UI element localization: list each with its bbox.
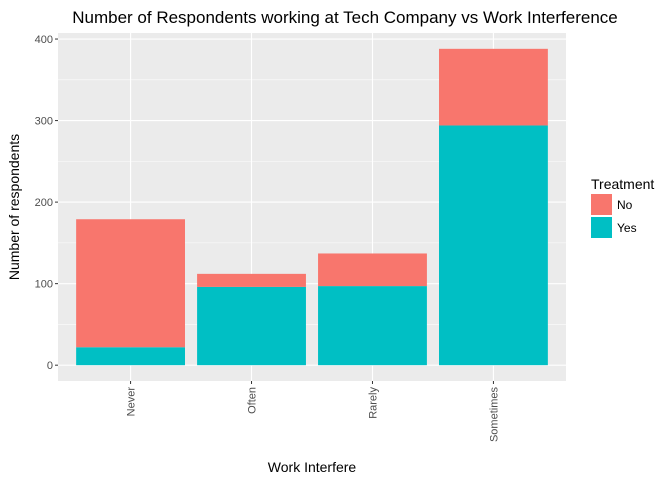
x-axis: Never Often Rarely Sometimes: [126, 381, 500, 443]
legend-label-no: No: [617, 198, 633, 212]
x-tick-label: Rarely: [367, 387, 379, 419]
y-axis-title: Number of respondents: [6, 134, 22, 280]
y-axis: 0 100 200 300 400: [35, 34, 58, 372]
y-tick-label: 0: [47, 360, 53, 372]
bars: [76, 48, 548, 366]
y-tick-label: 200: [35, 197, 53, 209]
bar-no-rarely: [318, 253, 427, 287]
bar-no-often: [197, 273, 306, 287]
x-tick-label: Often: [247, 387, 259, 414]
chart-title: Number of Respondents working at Tech Co…: [72, 8, 618, 27]
legend-title: Treatment: [591, 176, 654, 192]
bar-yes-rarely: [318, 286, 427, 366]
legend-swatch-no: [591, 194, 612, 215]
y-tick-label: 400: [35, 34, 53, 46]
x-axis-title: Work Interfere: [268, 459, 357, 475]
y-tick-label: 300: [35, 116, 53, 128]
x-tick-label: Sometimes: [488, 387, 500, 443]
bar-yes-sometimes: [439, 125, 548, 366]
legend-label-yes: Yes: [617, 221, 637, 235]
bar-no-never: [76, 219, 185, 348]
legend-swatch-yes: [591, 217, 612, 238]
x-tick-label: Never: [126, 387, 138, 417]
bar-no-sometimes: [439, 48, 548, 126]
legend: Treatment No Yes: [591, 176, 654, 238]
bar-yes-often: [197, 286, 306, 366]
legend-entries: No Yes: [591, 194, 637, 238]
y-tick-label: 100: [35, 279, 53, 291]
bar-yes-never: [76, 347, 185, 366]
